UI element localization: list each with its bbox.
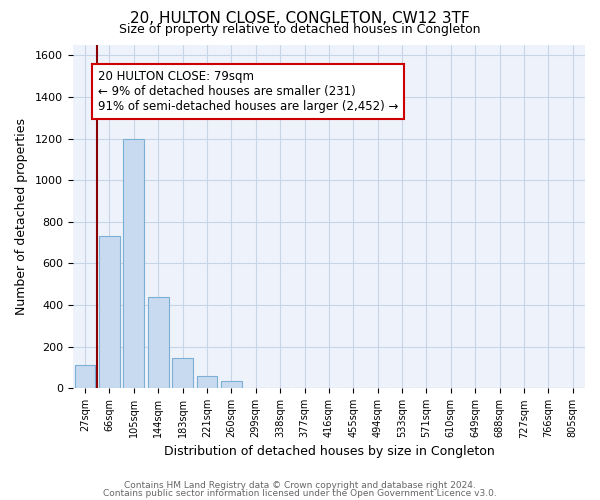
Bar bbox=[197, 376, 217, 388]
Y-axis label: Number of detached properties: Number of detached properties bbox=[15, 118, 28, 315]
Bar bbox=[99, 236, 120, 388]
Bar bbox=[221, 381, 242, 388]
Bar bbox=[172, 358, 193, 388]
Text: Contains HM Land Registry data © Crown copyright and database right 2024.: Contains HM Land Registry data © Crown c… bbox=[124, 481, 476, 490]
Bar bbox=[74, 366, 95, 388]
Text: 20, HULTON CLOSE, CONGLETON, CW12 3TF: 20, HULTON CLOSE, CONGLETON, CW12 3TF bbox=[130, 11, 470, 26]
X-axis label: Distribution of detached houses by size in Congleton: Distribution of detached houses by size … bbox=[164, 444, 494, 458]
Bar bbox=[124, 138, 144, 388]
Text: Contains public sector information licensed under the Open Government Licence v3: Contains public sector information licen… bbox=[103, 488, 497, 498]
Text: 20 HULTON CLOSE: 79sqm
← 9% of detached houses are smaller (231)
91% of semi-det: 20 HULTON CLOSE: 79sqm ← 9% of detached … bbox=[98, 70, 398, 113]
Bar bbox=[148, 297, 169, 388]
Text: Size of property relative to detached houses in Congleton: Size of property relative to detached ho… bbox=[119, 22, 481, 36]
